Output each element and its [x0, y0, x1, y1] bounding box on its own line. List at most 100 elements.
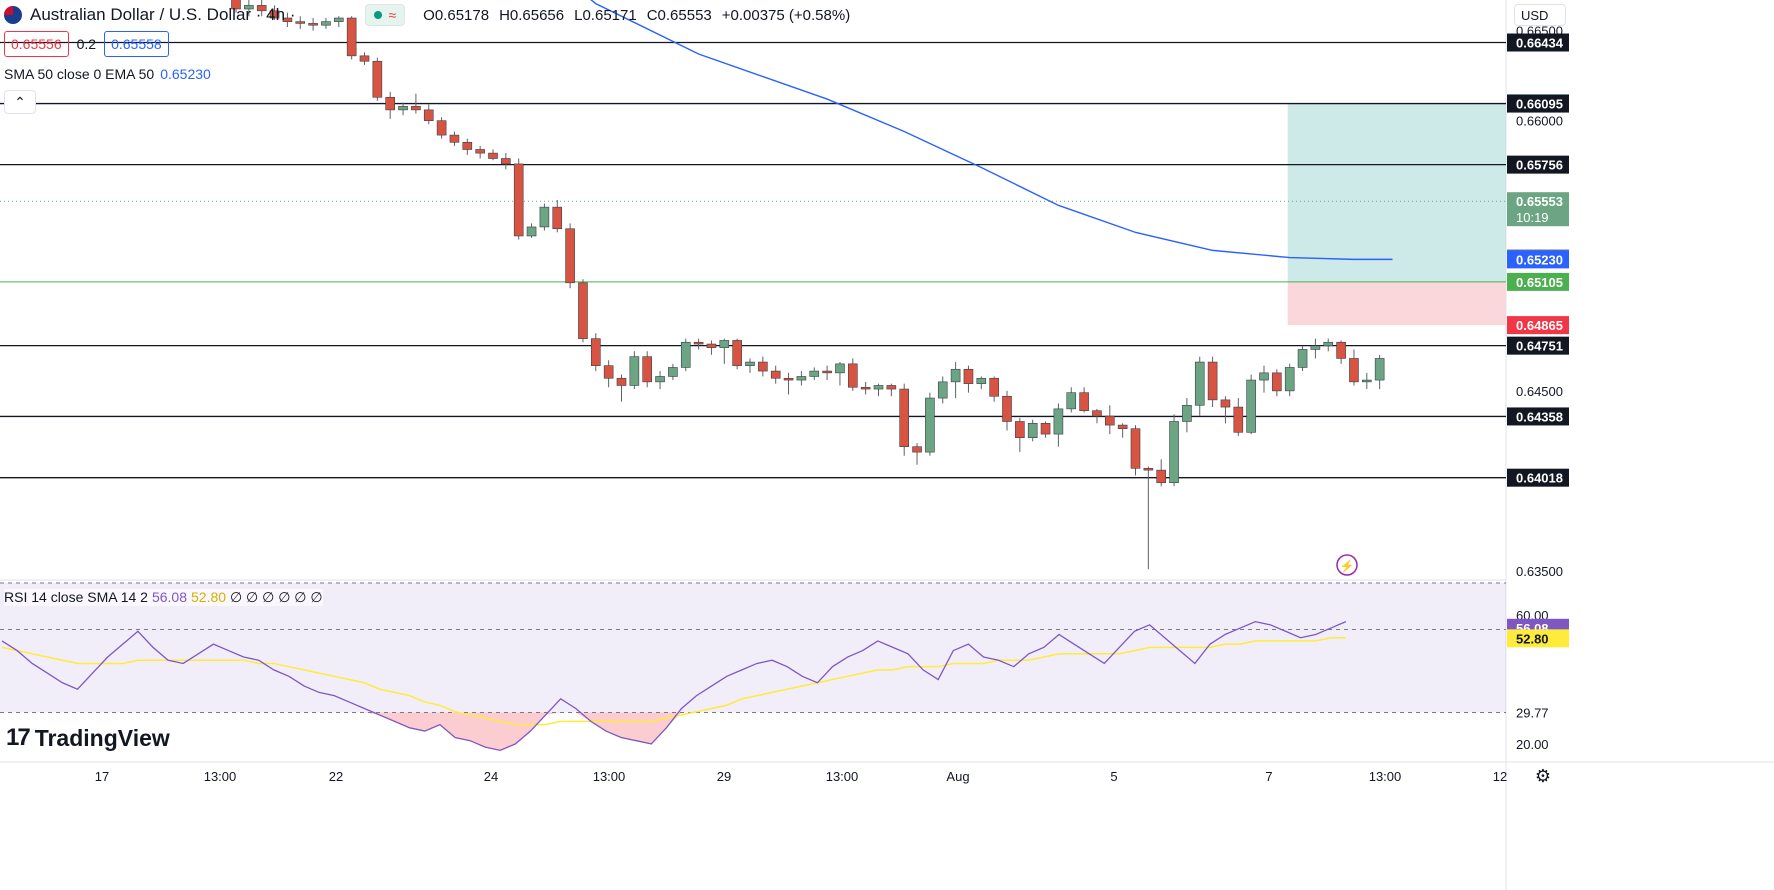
candle-up	[809, 370, 820, 377]
aud-flag-icon	[4, 6, 22, 24]
candle-down	[886, 385, 897, 390]
candle-down	[706, 343, 717, 348]
candle-up	[244, 5, 254, 10]
rsi-line	[1, 620, 1347, 752]
price-tick-label: 0.64500	[1516, 384, 1563, 399]
candle-down	[1220, 399, 1231, 408]
price-label: 0.65105	[1516, 275, 1563, 290]
market-open-dot-icon	[374, 11, 383, 19]
indicator-legend[interactable]: SMA 50 close 0 EMA 50 0.65230	[4, 66, 211, 82]
candle-down	[488, 152, 498, 159]
chart-header: Australian Dollar / U.S. Dollar · 4h · ≈…	[0, 0, 850, 30]
currency-selector[interactable]: USD	[1514, 4, 1566, 26]
rsi-oversold-fill	[439, 712, 455, 738]
market-status-pill[interactable]: ≈	[365, 4, 406, 26]
candle-up	[668, 367, 678, 377]
candle-up	[629, 356, 640, 386]
candle-up	[925, 397, 935, 453]
gear-icon: ⚙	[1534, 765, 1552, 786]
price-tick-label: 0.66000	[1516, 114, 1563, 129]
candle-down	[578, 282, 588, 339]
candle-down	[642, 356, 653, 383]
candle-up	[1310, 345, 1321, 350]
candle-down	[436, 120, 447, 136]
candle-down	[989, 377, 999, 397]
candle-down	[231, 0, 241, 10]
candle-up	[873, 385, 884, 390]
candle-up	[796, 376, 807, 381]
candle-up	[937, 381, 948, 399]
tradingview-logo-text: TradingView	[34, 724, 170, 751]
time-tick-label: 29	[717, 769, 731, 784]
rsi-oversold-fill	[651, 712, 667, 744]
candle-up	[539, 206, 550, 228]
collapse-legend-button[interactable]: ⌃	[4, 90, 36, 114]
high-value: H0.65656	[499, 6, 565, 24]
sma-50-line	[590, 0, 1393, 261]
candle-down	[847, 363, 858, 388]
settings-gear-button[interactable]: ⚙	[1530, 764, 1556, 788]
low-value: L0.65171	[574, 6, 637, 24]
rsi-oversold-fill	[621, 712, 637, 741]
buy-button[interactable]: 0.65558	[104, 31, 169, 57]
tradingview-mark-icon: 17	[6, 724, 31, 751]
time-tick-label: 13:00	[593, 769, 626, 784]
price-label: 0.64358	[1516, 409, 1563, 424]
time-tick-label: 22	[329, 769, 343, 784]
rsi-sma-line	[1, 636, 1346, 726]
candle-down	[783, 377, 794, 381]
rsi-oversold-fill	[515, 712, 531, 744]
candle-down	[1002, 395, 1012, 422]
candle-down	[963, 368, 974, 384]
price-label: 0.64018	[1516, 471, 1563, 486]
candle-down	[411, 105, 421, 111]
rsi-oversold-fill	[409, 712, 425, 732]
chevron-up-icon: ⌃	[14, 93, 26, 110]
candle-down	[758, 361, 768, 372]
currency-label: USD	[1521, 7, 1549, 23]
candle-down	[1079, 392, 1089, 411]
price-label: 0.66095	[1516, 97, 1563, 112]
candle-down	[256, 5, 267, 12]
rsi-oversold-fill	[545, 712, 561, 715]
rsi-oversold-fill	[424, 712, 440, 732]
price-label-box	[1507, 336, 1569, 355]
tradingview-logo[interactable]: 17 TradingView	[6, 724, 170, 752]
open-value: O0.65178	[423, 6, 490, 24]
time-tick-label: Aug	[946, 769, 969, 784]
candle-up	[1066, 392, 1077, 410]
price-label-box	[1507, 192, 1569, 227]
candle-down	[1233, 406, 1244, 433]
close-value: C0.65553	[646, 6, 712, 24]
candle-down	[1336, 341, 1346, 359]
candle-down	[269, 10, 280, 19]
candle-down	[693, 341, 704, 345]
candle-up	[333, 17, 344, 22]
candle-down	[513, 163, 524, 237]
price-label-box	[1507, 33, 1569, 52]
candle-down	[1130, 428, 1141, 469]
price-label: 0.65230	[1516, 252, 1563, 267]
rsi-label: RSI 14 close SMA 14 2	[4, 589, 148, 605]
candle-down	[449, 134, 460, 143]
candle-down	[346, 17, 357, 57]
candle-down	[1092, 410, 1102, 417]
rsi-oversold-fill	[575, 712, 591, 722]
price-label-box	[1507, 407, 1569, 426]
rsi-legend[interactable]: RSI 14 close SMA 14 2 56.08 52.80 ∅ ∅ ∅ ∅ …	[4, 589, 323, 606]
candle-down	[860, 386, 871, 390]
candle-down	[565, 228, 575, 284]
countdown-label: 10:19	[1516, 210, 1549, 225]
candle-up	[1053, 408, 1064, 435]
price-label-box	[1507, 272, 1569, 291]
rsi-oversold-fill	[485, 712, 501, 751]
rsi-value-box	[1507, 629, 1569, 648]
candle-down	[1272, 372, 1282, 392]
time-tick-label: 24	[484, 769, 498, 784]
candle-down	[1015, 421, 1025, 439]
sell-button[interactable]: 0.65556	[4, 31, 69, 57]
price-label: 0.66434	[1516, 36, 1564, 51]
symbol-title[interactable]: Australian Dollar / U.S. Dollar · 4h ·	[30, 5, 296, 24]
candle-up	[1297, 349, 1308, 368]
